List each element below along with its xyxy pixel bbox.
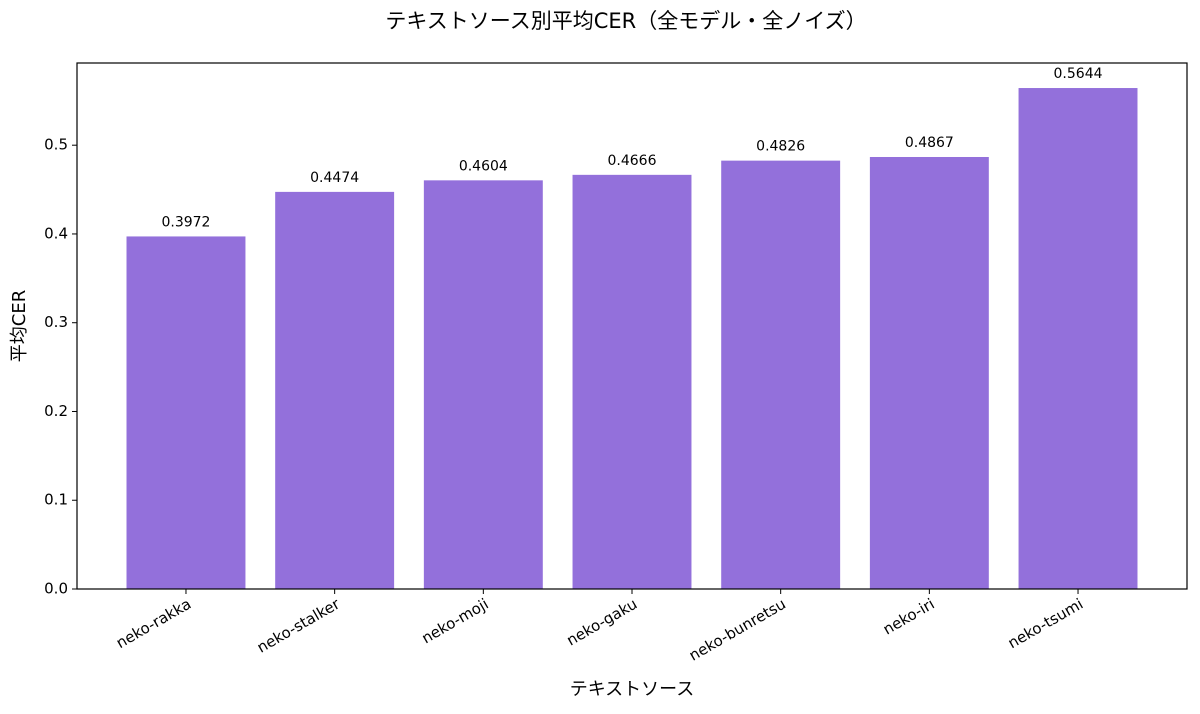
bar: [869, 156, 989, 590]
y-tick-label: 0.3: [44, 313, 68, 331]
x-tick-label: neko-stalker: [254, 594, 344, 656]
bar: [275, 191, 395, 590]
bar: [423, 180, 543, 589]
value-label: 0.5644: [1054, 66, 1103, 82]
x-axis-label: テキストソース: [570, 679, 695, 700]
value-label: 0.4604: [459, 158, 508, 174]
y-axis-label: 平均CER: [9, 290, 30, 362]
bar: [721, 160, 841, 590]
x-tick-label: neko-gaku: [564, 595, 641, 650]
x-tick-label: neko-iri: [880, 595, 938, 639]
value-label: 0.4826: [756, 139, 805, 155]
y-tick-label: 0.1: [44, 491, 68, 509]
y-tick-label: 0.0: [44, 580, 68, 598]
value-label: 0.4474: [310, 170, 359, 186]
value-label: 0.4666: [608, 153, 657, 169]
chart-title: テキストソース別平均CER（全モデル・全ノイズ）: [385, 9, 866, 33]
y-tick-label: 0.5: [44, 136, 68, 154]
value-label: 0.4867: [905, 135, 954, 151]
value-label: 0.3972: [161, 214, 210, 230]
y-tick-label: 0.4: [44, 224, 68, 242]
bar: [1018, 88, 1138, 590]
y-tick-label: 0.2: [44, 402, 68, 420]
plot-frame: [76, 62, 1188, 590]
bar: [572, 174, 692, 589]
bar: [126, 236, 246, 589]
x-tick-label: neko-moji: [419, 595, 492, 648]
x-tick-label: neko-tsumi: [1005, 595, 1087, 652]
x-tick-label: neko-rakka: [113, 595, 194, 652]
x-tick-label: neko-bunretsu: [686, 595, 789, 665]
